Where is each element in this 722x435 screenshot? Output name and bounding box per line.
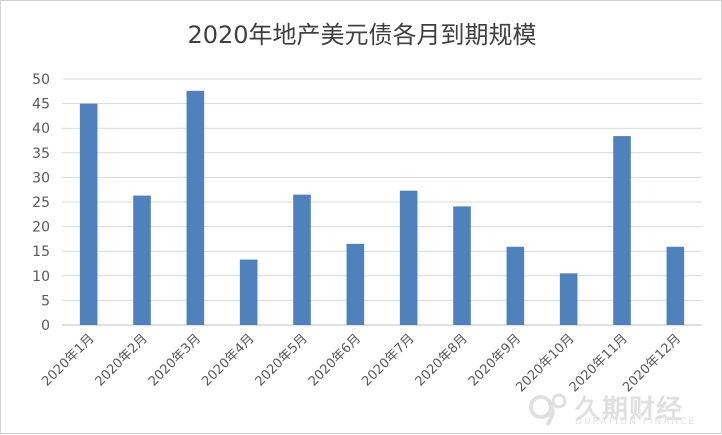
bar [559, 273, 578, 325]
x-tick-label: 2020年3月 [146, 331, 204, 389]
y-tick-label: 35 [32, 146, 50, 162]
bar [293, 194, 311, 325]
y-tick-label: 40 [32, 121, 50, 137]
chart-title: 2020年地产美元债各月到期规模 [187, 21, 537, 49]
y-tick-label: 5 [41, 293, 50, 309]
x-tick-label: 2020年1月 [39, 331, 97, 389]
y-tick-label: 30 [32, 170, 50, 186]
y-axis-ticks: 0 5 10 15 20 25 30 35 40 45 50 [32, 72, 50, 334]
x-tick-label: 2020年9月 [466, 331, 524, 389]
watermark-text-en: DURATION FINANCE [575, 417, 697, 427]
y-tick-label: 15 [32, 244, 50, 260]
y-tick-label: 50 [32, 72, 50, 88]
bar [346, 243, 365, 325]
y-tick-label: 25 [32, 195, 50, 211]
x-tick-label: 2020年5月 [253, 331, 311, 389]
gridlines [62, 78, 702, 326]
bar [79, 103, 98, 325]
bar [186, 90, 205, 325]
x-tick-label: 2020年8月 [413, 331, 471, 389]
bar [613, 136, 631, 325]
x-tick-label: 2020年4月 [199, 331, 257, 389]
y-tick-label: 45 [32, 97, 50, 113]
x-tick-label: 2020年2月 [93, 331, 151, 389]
bar [666, 246, 685, 325]
x-tick-label: 2020年7月 [359, 331, 417, 389]
bar [453, 206, 471, 325]
y-tick-label: 0 [41, 318, 50, 334]
x-tick-label: 2020年6月 [306, 331, 364, 389]
bar [506, 246, 525, 325]
watermark-text-cn: 久期财经 [575, 395, 684, 425]
watermark: 久期财经 DURATION FINANCE [523, 389, 713, 431]
bar [399, 190, 418, 325]
y-tick-label: 10 [32, 269, 50, 285]
duration-finance-logo-icon [529, 393, 567, 427]
bar [133, 195, 151, 325]
bars [79, 90, 685, 325]
y-tick-label: 20 [32, 220, 50, 236]
bar [239, 259, 258, 325]
x-axis-ticks: 2020年1月2020年2月2020年3月2020年4月2020年5月2020年… [39, 331, 684, 395]
